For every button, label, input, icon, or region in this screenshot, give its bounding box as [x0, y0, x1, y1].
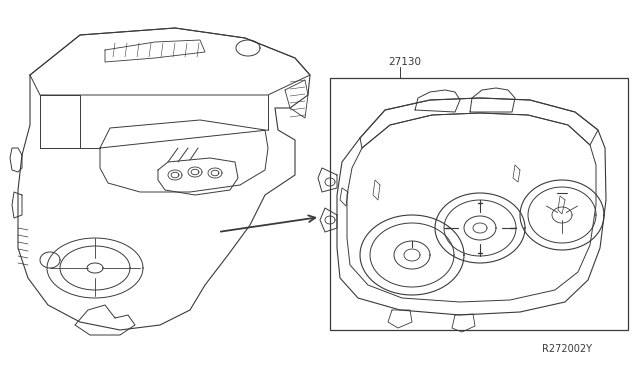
Text: 27130: 27130	[388, 57, 421, 67]
Text: R272002Y: R272002Y	[542, 344, 592, 354]
Bar	[330, 78, 628, 330]
